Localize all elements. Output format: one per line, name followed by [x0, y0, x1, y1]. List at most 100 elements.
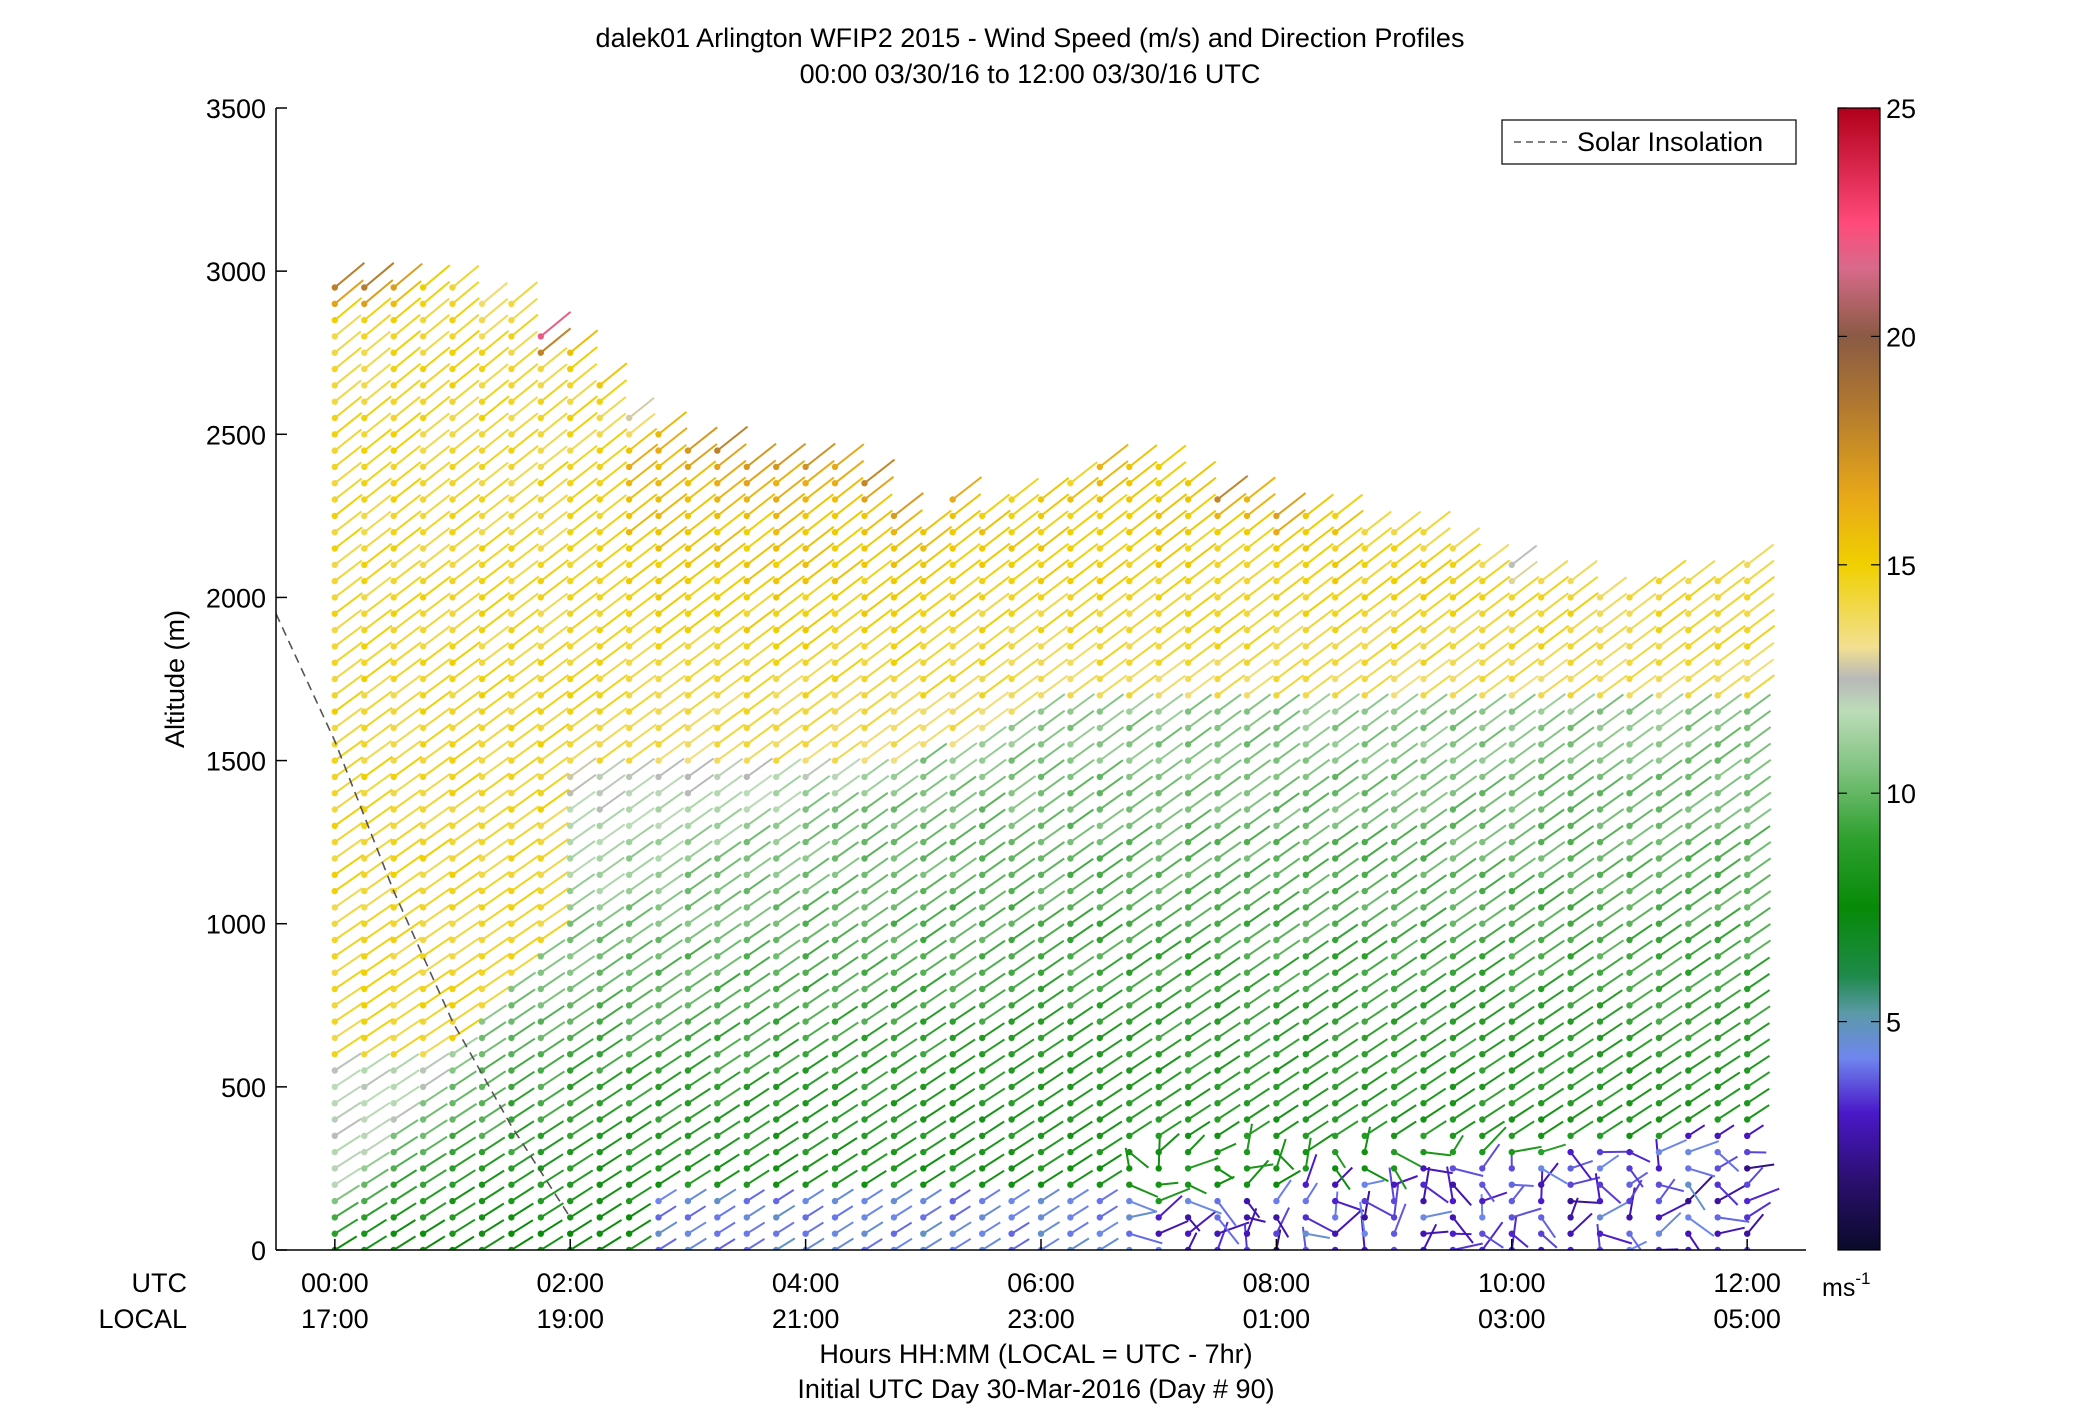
wind-barb-point: [449, 1083, 456, 1091]
wind-barb-point: [625, 1002, 633, 1009]
wind-barb-point: [1332, 741, 1339, 748]
wind-barb-point: [1538, 675, 1545, 683]
wind-barb-shaft: [1422, 808, 1448, 827]
wind-barb-point: [684, 724, 692, 732]
wind-barb-point: [831, 626, 839, 634]
wind-barb-shaft: [1275, 1038, 1300, 1056]
wind-barb-shaft: [451, 755, 481, 778]
wind-barb-shaft: [1158, 1181, 1179, 1186]
wind-barb-shaft: [834, 988, 860, 1007]
wind-barb-shaft: [1334, 1120, 1359, 1137]
wind-barb-point: [1596, 741, 1604, 748]
wind-barb-shaft: [1687, 1184, 1706, 1211]
wind-barb-point: [478, 969, 486, 976]
wind-barb-shaft: [1158, 808, 1184, 827]
wind-barb-point: [596, 1100, 603, 1107]
wind-barb-point: [1037, 1181, 1045, 1188]
wind-barb-shaft: [363, 313, 392, 338]
wind-barb-shaft: [981, 988, 1006, 1007]
wind-barb-point: [1449, 1165, 1457, 1172]
wind-barb-shaft: [363, 608, 393, 631]
wind-barb-shaft: [1628, 1171, 1649, 1186]
wind-barb-shaft: [922, 1221, 943, 1235]
wind-barb-point: [1361, 1051, 1368, 1058]
wind-barb-shaft: [805, 923, 830, 941]
wind-barb-point: [1626, 594, 1633, 601]
wind-barb-point: [1479, 822, 1486, 829]
wind-barb-point: [1332, 822, 1339, 829]
wind-barb-shaft: [863, 1120, 888, 1137]
wind-barb-shaft: [1452, 906, 1477, 925]
wind-barb-shaft: [422, 920, 452, 941]
wind-barb-shaft: [893, 1120, 918, 1137]
wind-barb-shaft: [1481, 808, 1507, 827]
wind-barb-shaft: [599, 510, 628, 533]
wind-barb-shaft: [1187, 1022, 1212, 1039]
wind-barb-point: [596, 985, 603, 993]
wind-barb-point: [831, 790, 839, 797]
wind-barb-point: [1243, 675, 1251, 683]
wind-barb-point: [449, 333, 456, 340]
wind-barb-shaft: [1511, 1087, 1536, 1105]
wind-barb-shaft: [1246, 526, 1275, 550]
wind-barb-shaft: [422, 805, 451, 827]
wind-barb-point: [390, 365, 397, 373]
wind-barb-shaft: [481, 591, 511, 615]
wind-barb-shaft: [746, 575, 776, 599]
wind-barb-shaft: [716, 922, 742, 941]
wind-barb-point: [1332, 577, 1339, 585]
wind-barb-point: [567, 806, 574, 813]
wind-barb-point: [655, 708, 662, 715]
wind-barb-point: [1096, 969, 1104, 976]
wind-barb-point: [920, 1181, 927, 1188]
wind-barb-point: [596, 659, 603, 666]
wind-barb-shaft: [422, 985, 453, 1007]
wind-barb-point: [861, 822, 868, 829]
wind-barb-shaft: [775, 807, 801, 827]
wind-barb-point: [1273, 1230, 1280, 1237]
wind-barb-shaft: [569, 461, 598, 484]
wind-barb-point: [1214, 985, 1221, 993]
wind-barb-point: [1184, 480, 1192, 487]
wind-barb-point: [802, 953, 809, 960]
wind-barb-point: [1184, 985, 1192, 993]
wind-barb-point: [537, 594, 544, 601]
wind-barb-point: [714, 1197, 721, 1205]
wind-barb-point: [361, 675, 368, 683]
wind-barb-point: [1332, 969, 1339, 976]
wind-barb-point: [537, 463, 544, 471]
wind-barb-shaft: [1687, 608, 1717, 631]
wind-barb-shaft: [1364, 693, 1389, 713]
wind-barb-point: [390, 1002, 397, 1009]
wind-barb-shaft: [393, 641, 422, 664]
wind-barb-shaft: [363, 1151, 390, 1170]
x-tick-label-utc: 04:00: [772, 1268, 840, 1298]
wind-barb-point: [1155, 561, 1162, 568]
wind-barb-shaft: [1216, 742, 1242, 762]
x-axis-label: Hours HH:MM (LOCAL = UTC - 7hr): [819, 1339, 1252, 1369]
wind-barb-point: [1155, 741, 1162, 748]
wind-barb-shaft: [893, 542, 923, 566]
wind-barb-point: [861, 920, 868, 927]
wind-barb-point: [743, 985, 750, 993]
wind-barb-shaft: [422, 887, 452, 909]
wind-barb-point: [625, 610, 633, 617]
wind-barb-shaft: [481, 477, 510, 501]
wind-barb-shaft: [1334, 608, 1364, 631]
wind-barb-point: [1037, 496, 1045, 503]
wind-barb-point: [1126, 626, 1133, 634]
wind-barb-point: [331, 529, 338, 536]
wind-barb-point: [1508, 692, 1516, 699]
wind-barb-point: [1744, 1018, 1751, 1025]
wind-barb-shaft: [1128, 509, 1158, 533]
wind-barb-point: [1067, 822, 1074, 829]
wind-barb-shaft: [1746, 726, 1772, 746]
wind-barb-shaft: [1511, 693, 1536, 713]
wind-barb-point: [1714, 855, 1721, 862]
wind-barb-point: [596, 675, 603, 683]
wind-barb-shaft: [1246, 840, 1272, 860]
wind-barb-shaft: [893, 509, 923, 533]
wind-barb-shaft: [1746, 808, 1772, 827]
wind-barb-point: [655, 724, 662, 732]
wind-barb-shaft: [363, 1185, 389, 1202]
